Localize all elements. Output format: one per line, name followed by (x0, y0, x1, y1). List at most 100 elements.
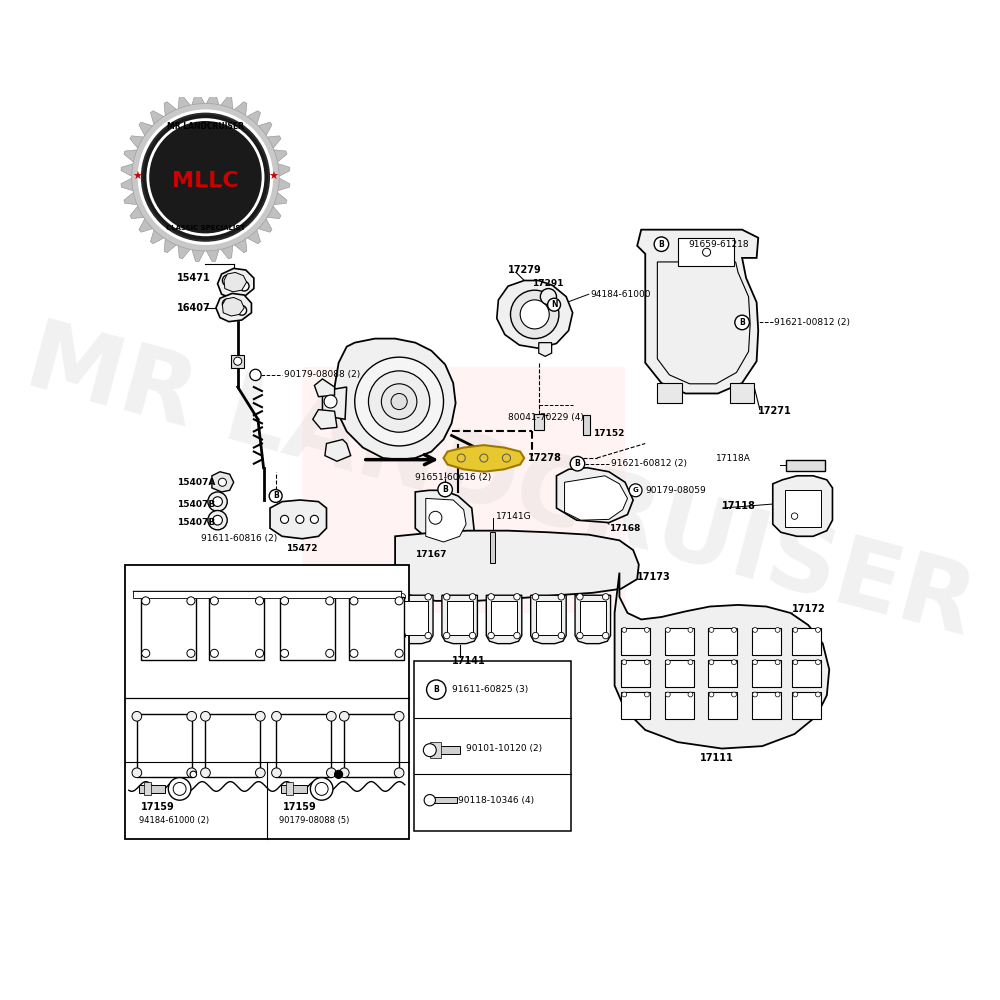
Text: 15471: 15471 (177, 273, 211, 283)
Bar (447, 601, 473, 635)
Circle shape (394, 768, 404, 778)
Circle shape (201, 711, 210, 721)
Circle shape (753, 628, 757, 632)
Bar (205, 714, 260, 777)
Circle shape (210, 597, 218, 605)
Polygon shape (139, 122, 155, 137)
Circle shape (644, 692, 649, 697)
Bar (286, 782, 293, 795)
Circle shape (326, 768, 336, 778)
Circle shape (502, 454, 510, 462)
Circle shape (326, 649, 334, 657)
Circle shape (480, 454, 488, 462)
Polygon shape (531, 595, 566, 644)
Circle shape (469, 594, 476, 600)
Text: B: B (442, 485, 448, 494)
Bar (137, 714, 192, 777)
Circle shape (514, 594, 520, 600)
Bar (414, 661, 571, 831)
Text: ★: ★ (268, 172, 278, 182)
Polygon shape (556, 468, 633, 523)
Polygon shape (205, 93, 220, 107)
Polygon shape (444, 445, 524, 472)
Bar (792, 692, 821, 719)
Text: ★: ★ (133, 172, 143, 182)
Circle shape (391, 393, 407, 410)
Text: G: G (633, 487, 638, 493)
Polygon shape (395, 531, 639, 601)
Circle shape (142, 597, 150, 605)
Polygon shape (216, 293, 251, 322)
Text: 15407B: 15407B (177, 518, 215, 527)
Text: 90118-10346 (4): 90118-10346 (4) (458, 796, 534, 805)
Circle shape (423, 744, 436, 757)
Polygon shape (124, 191, 139, 205)
Circle shape (665, 692, 670, 697)
Circle shape (201, 768, 210, 778)
Circle shape (793, 692, 798, 697)
Circle shape (132, 103, 279, 251)
Circle shape (688, 628, 693, 632)
Bar (792, 628, 821, 655)
Circle shape (791, 513, 798, 519)
Circle shape (218, 478, 226, 486)
Polygon shape (245, 228, 260, 244)
Circle shape (520, 300, 549, 329)
Bar (708, 660, 737, 687)
Bar (752, 660, 781, 687)
Polygon shape (256, 122, 272, 137)
Text: B: B (433, 685, 439, 694)
Circle shape (514, 632, 520, 639)
Circle shape (296, 515, 304, 523)
Bar (752, 628, 781, 655)
Circle shape (532, 594, 539, 600)
Circle shape (269, 490, 282, 502)
Polygon shape (218, 268, 254, 298)
Circle shape (457, 454, 465, 462)
Polygon shape (191, 248, 205, 262)
Text: 17111: 17111 (700, 753, 734, 763)
Circle shape (394, 711, 404, 721)
Polygon shape (121, 163, 135, 177)
Circle shape (222, 299, 232, 309)
Circle shape (732, 692, 736, 697)
Circle shape (208, 492, 227, 511)
Polygon shape (442, 595, 477, 644)
Circle shape (210, 649, 218, 657)
Polygon shape (164, 102, 178, 117)
Bar (657, 383, 682, 403)
Bar (141, 597, 196, 660)
Bar (665, 692, 694, 719)
Circle shape (510, 290, 559, 339)
Bar (281, 785, 307, 793)
Circle shape (326, 711, 336, 721)
Text: 90179-08059: 90179-08059 (645, 486, 706, 495)
Circle shape (335, 770, 343, 778)
Polygon shape (178, 244, 191, 259)
Circle shape (469, 632, 476, 639)
Circle shape (250, 369, 261, 381)
Bar (144, 782, 151, 795)
Text: B: B (273, 491, 279, 500)
Text: 91621-60812 (2): 91621-60812 (2) (611, 459, 687, 468)
Circle shape (281, 649, 289, 657)
Polygon shape (322, 387, 347, 419)
Text: 91659-61218: 91659-61218 (688, 240, 749, 249)
Text: 17141G: 17141G (496, 512, 532, 521)
Circle shape (213, 497, 222, 506)
Circle shape (355, 357, 444, 446)
Circle shape (310, 515, 318, 523)
Text: B: B (739, 318, 745, 327)
Text: 17173: 17173 (637, 572, 671, 582)
Circle shape (427, 680, 446, 699)
Polygon shape (773, 476, 832, 536)
Text: B: B (575, 459, 580, 468)
Polygon shape (205, 248, 220, 262)
Bar (430, 797, 457, 803)
Bar (490, 532, 495, 563)
Circle shape (187, 649, 195, 657)
Circle shape (688, 660, 693, 665)
Text: 90101-10120 (2): 90101-10120 (2) (466, 744, 542, 753)
Polygon shape (497, 281, 573, 348)
Circle shape (688, 692, 693, 697)
